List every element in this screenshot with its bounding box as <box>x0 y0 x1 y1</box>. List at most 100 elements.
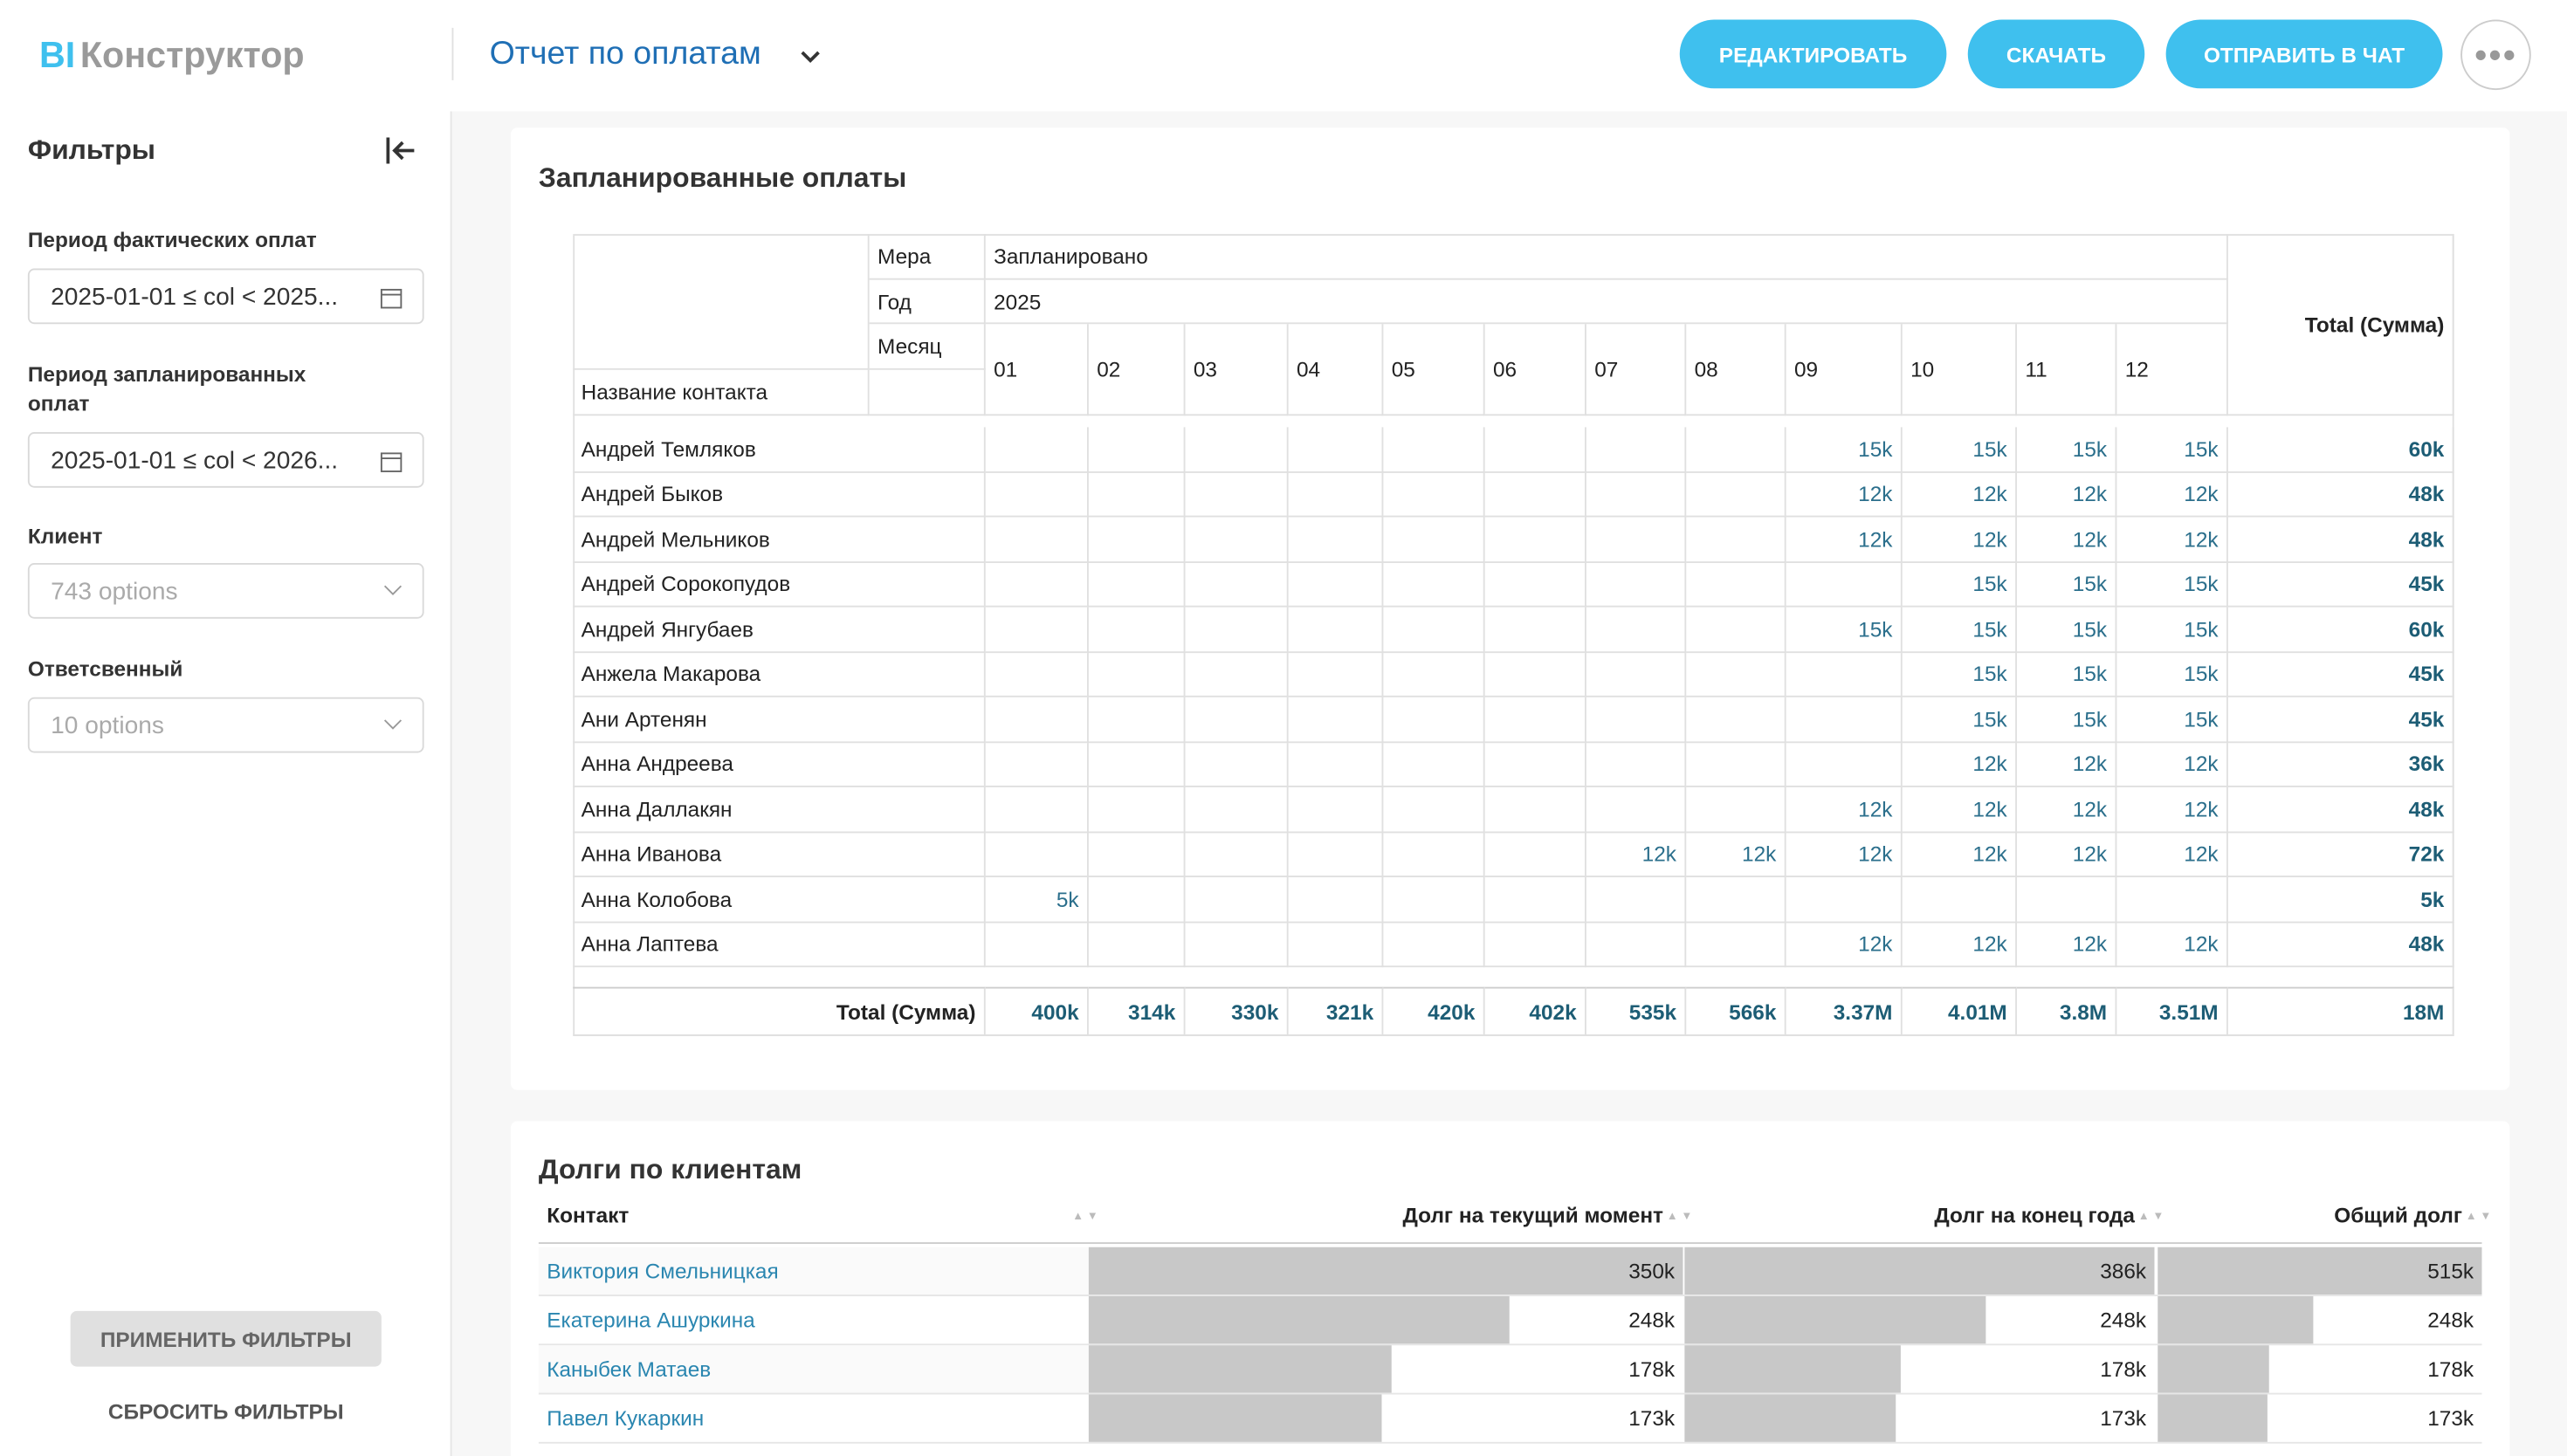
value-cell <box>1586 427 1687 472</box>
value-cell: 15k <box>2017 697 2117 743</box>
column-total: 420k <box>1383 986 1485 1036</box>
value-label: 173k <box>2100 1405 2147 1431</box>
month-header: 05 <box>1383 324 1485 416</box>
column-total: 535k <box>1586 986 1687 1036</box>
column-header[interactable]: Контакт <box>547 1203 630 1228</box>
value-cell <box>1686 697 1786 743</box>
input-value: 2025-01-01 ≤ col < 2025... <box>51 282 339 311</box>
collapse-icon[interactable] <box>385 136 418 166</box>
cell <box>869 369 986 416</box>
value-cell <box>985 562 1089 608</box>
value-cell: 12k <box>1902 922 2017 968</box>
logo-text[interactable]: Конструктор <box>79 34 305 76</box>
value-cell <box>1786 562 1903 608</box>
value-cell <box>985 832 1089 877</box>
header-line <box>538 1242 2482 1244</box>
column-header[interactable]: Долг на конец года <box>1934 1203 2135 1228</box>
month-header: 02 <box>1088 324 1186 416</box>
value-cell <box>1586 471 1687 518</box>
column-total: 402k <box>1484 986 1586 1036</box>
value-cell <box>1185 427 1289 472</box>
value-cell <box>1786 697 1903 743</box>
more-button[interactable]: ••• <box>2460 19 2531 91</box>
filter-label: Клиент <box>27 524 103 549</box>
row-label: Анна Лаптева <box>573 922 986 968</box>
value-cell <box>1484 562 1586 608</box>
value-cell <box>1288 786 1384 833</box>
contact-link[interactable]: Екатерина Ашуркина <box>538 1296 1089 1346</box>
column-header[interactable]: Общий долг <box>2334 1203 2462 1228</box>
date-input[interactable]: 2025-01-01 ≤ col < 2026... <box>27 432 424 488</box>
sort-icon: ▲ ▼ <box>2138 1212 2164 1229</box>
value-cell <box>1484 697 1586 743</box>
value-cell <box>1902 877 2017 923</box>
value-cell <box>1185 517 1289 563</box>
month-header: 12 <box>2116 324 2228 416</box>
column-header[interactable]: Долг на текущий момент <box>1402 1203 1663 1228</box>
value-cell <box>1185 652 1289 697</box>
value-cell <box>1185 607 1289 653</box>
value-cell <box>1088 517 1186 563</box>
contact-link[interactable]: Павел Кукаркин <box>538 1394 1089 1444</box>
value-cell <box>1088 652 1186 697</box>
send-button[interactable]: ОТПРАВИТЬ В ЧАТ <box>2165 19 2443 89</box>
value-cell: 12k <box>1902 742 2017 787</box>
date-input[interactable]: 2025-01-01 ≤ col < 2025... <box>27 268 424 325</box>
value-cell <box>1383 742 1485 787</box>
apply-button[interactable]: ПРИМЕНИТЬ ФИЛЬТРЫ <box>70 1310 382 1367</box>
month-header: 09 <box>1786 324 1903 416</box>
month-header: 11 <box>2017 324 2117 416</box>
value-cell <box>1383 877 1485 923</box>
debts-title: Долги по клиентам <box>538 1153 802 1185</box>
select[interactable]: 10 options <box>27 697 424 753</box>
value-cell <box>1288 562 1384 608</box>
month-header: 03 <box>1185 324 1289 416</box>
cell: 2025 <box>985 279 2228 325</box>
value-cell <box>1288 517 1384 563</box>
value-label: 248k <box>2427 1308 2474 1333</box>
value-cell <box>1686 427 1786 472</box>
value-cell <box>985 517 1089 563</box>
value-label: 173k <box>1628 1405 1676 1431</box>
row-total: 48k <box>2227 922 2454 968</box>
row-label: Анна Даллакян <box>573 786 986 833</box>
contact-link[interactable]: Виктория Смельницкая <box>538 1247 1089 1296</box>
row-line <box>538 1295 2482 1296</box>
value-cell <box>1686 786 1786 833</box>
value-cell: 12k <box>2116 471 2228 518</box>
edit-button[interactable]: РЕДАКТИРОВАТЬ <box>1679 19 1947 89</box>
value-cell <box>985 427 1089 472</box>
filters-panel: Фильтры Период фактических оплат 2025-01… <box>0 111 452 1456</box>
row-total: 60k <box>2227 427 2454 472</box>
dashboard-title[interactable]: Отчет по оплатам <box>489 36 761 72</box>
row-total: 45k <box>2227 652 2454 697</box>
value-cell <box>1185 832 1289 877</box>
value-cell: 12k <box>2017 517 2117 563</box>
value-cell <box>1484 607 1586 653</box>
value-cell: 15k <box>1902 652 2017 697</box>
value-cell <box>1484 427 1586 472</box>
month-header: 08 <box>1686 324 1786 416</box>
row-total: 45k <box>2227 562 2454 608</box>
value-cell <box>1484 922 1586 968</box>
month-header: 10 <box>1902 324 2017 416</box>
month-header: 06 <box>1484 324 1586 416</box>
value-label: 178k <box>1628 1356 1676 1382</box>
reset-button[interactable]: СБРОСИТЬ ФИЛЬТРЫ <box>107 1399 344 1425</box>
value-cell <box>2116 877 2228 923</box>
row-total: 60k <box>2227 607 2454 653</box>
value-cell <box>1484 742 1586 787</box>
contact-link[interactable]: Каныбек Матаев <box>538 1345 1089 1395</box>
download-button[interactable]: СКАЧАТЬ <box>1967 19 2145 89</box>
value-cell <box>985 471 1089 518</box>
month-header: 01 <box>985 324 1089 416</box>
value-cell: 15k <box>2116 607 2228 653</box>
title-chevron[interactable] <box>799 46 822 69</box>
value-cell <box>1686 877 1786 923</box>
value-cell: 12k <box>2116 832 2228 877</box>
logo-accent[interactable]: BI <box>39 34 76 76</box>
select[interactable]: 743 options <box>27 563 424 619</box>
placeholder: 10 options <box>51 711 164 739</box>
bar <box>2158 1296 2315 1344</box>
value-cell: 15k <box>1902 697 2017 743</box>
